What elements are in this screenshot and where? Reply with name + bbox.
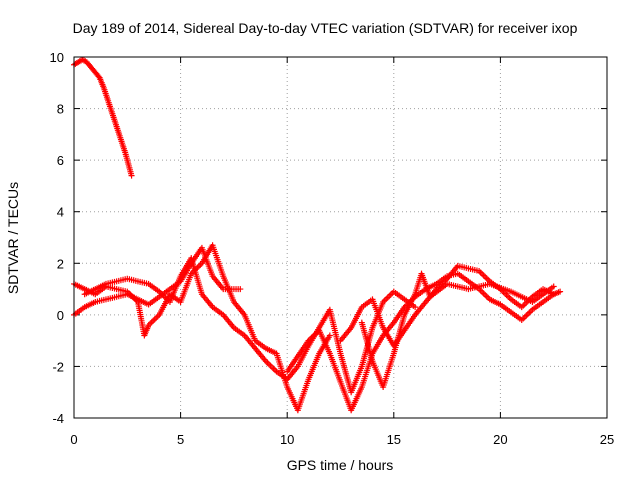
x-axis-label: GPS time / hours — [287, 457, 394, 473]
data-point-marker — [412, 304, 419, 311]
series-track-f — [358, 270, 557, 391]
tick-labels: 0 5 10 15 20 25 -4 -2 0 2 4 6 8 10 — [50, 50, 615, 447]
y-tick-label: 8 — [57, 102, 64, 117]
data-point-marker — [95, 73, 102, 80]
data-point-marker — [237, 286, 244, 293]
plot-frame — [73, 56, 608, 419]
chart-title: Day 189 of 2014, Sidereal Day-to-day VTE… — [73, 20, 578, 36]
y-axis-label: SDTVAR / TECUs — [5, 182, 21, 294]
y-tick-label: -2 — [52, 359, 64, 374]
x-tick-label: 15 — [387, 432, 401, 447]
data-point-marker — [550, 283, 557, 290]
y-tick-label: 6 — [57, 153, 64, 168]
x-tick-label: 10 — [280, 432, 294, 447]
data-point-marker — [557, 288, 564, 295]
series-track-early-decline — [71, 56, 135, 179]
data-point-marker — [326, 332, 333, 339]
data-marks — [71, 56, 564, 414]
series-track-e — [337, 262, 557, 349]
x-tick-label: 0 — [70, 432, 77, 447]
series-track-d — [284, 270, 564, 414]
x-tick-label: 5 — [177, 432, 184, 447]
y-tick-label: 4 — [57, 205, 64, 220]
y-tick-label: 2 — [57, 256, 64, 271]
series-track-b — [71, 242, 333, 414]
y-tick-label: 0 — [57, 308, 64, 323]
x-tick-label: 20 — [493, 432, 507, 447]
data-point-marker — [550, 291, 557, 298]
x-tick-label: 25 — [600, 432, 614, 447]
y-tick-label: -4 — [52, 411, 64, 426]
y-tick-label: 10 — [50, 50, 64, 65]
data-point-marker — [128, 172, 135, 179]
